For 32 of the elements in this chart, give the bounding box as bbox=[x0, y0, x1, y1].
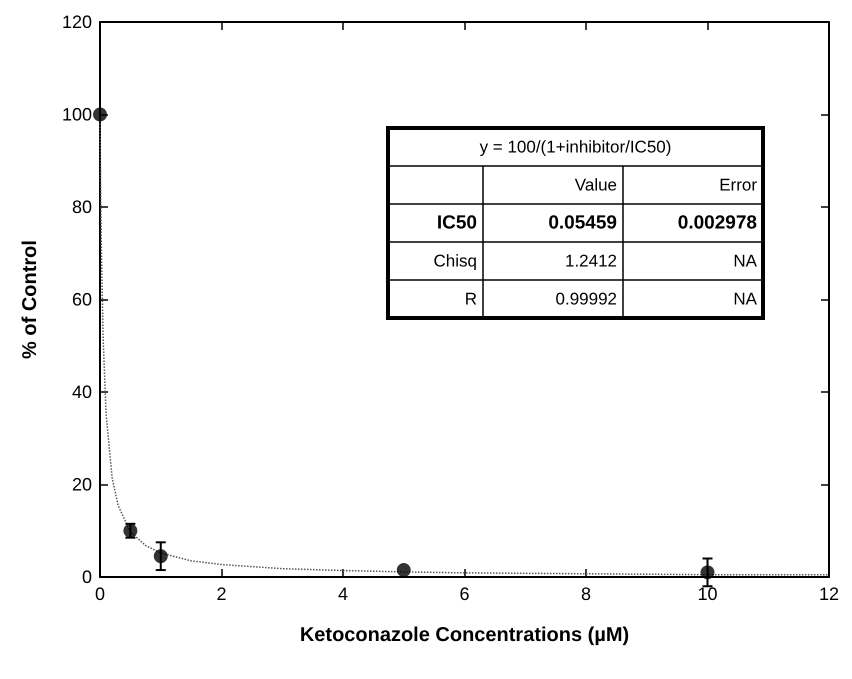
annotation: 1.2412 bbox=[565, 252, 617, 270]
annotation: Chisq bbox=[434, 252, 477, 270]
annotation: R bbox=[464, 290, 477, 308]
x-axis-title: Ketoconazole Concentrations (µM) bbox=[300, 624, 630, 646]
annotation: NA bbox=[733, 252, 758, 270]
annotation: y = 100/(1+inhibitor/IC50) bbox=[480, 138, 672, 156]
annotation: IC50 bbox=[436, 212, 477, 234]
y-tick-label: 80 bbox=[72, 197, 92, 217]
y-tick-label: 40 bbox=[72, 382, 92, 402]
annotation: 0.002978 bbox=[678, 212, 757, 234]
y-tick-label: 120 bbox=[62, 12, 92, 32]
point bbox=[700, 565, 714, 580]
x-tick-label: 12 bbox=[818, 584, 840, 604]
x-tick-label: 0 bbox=[94, 584, 106, 604]
y-tick-label: 20 bbox=[72, 474, 92, 494]
x-tick-label: 10 bbox=[697, 584, 718, 604]
point bbox=[396, 563, 411, 578]
annotation: NA bbox=[733, 290, 758, 308]
annotation: Error bbox=[719, 176, 758, 194]
annotation: 0.99992 bbox=[556, 290, 617, 308]
point bbox=[154, 549, 168, 564]
annotation: 0.05459 bbox=[548, 212, 617, 234]
y-tick-label: 100 bbox=[62, 104, 92, 124]
point bbox=[93, 108, 107, 122]
x-tick-label: 2 bbox=[216, 584, 227, 604]
y-tick-label: 60 bbox=[72, 290, 92, 310]
annotation: Value bbox=[574, 176, 617, 194]
y-axis-title: % of Control bbox=[19, 240, 41, 359]
y-tick-label: 0 bbox=[82, 567, 92, 587]
x-tick-label: 4 bbox=[338, 584, 348, 604]
x-tick-label: 8 bbox=[580, 584, 592, 604]
x-tick-label: 6 bbox=[459, 584, 470, 604]
